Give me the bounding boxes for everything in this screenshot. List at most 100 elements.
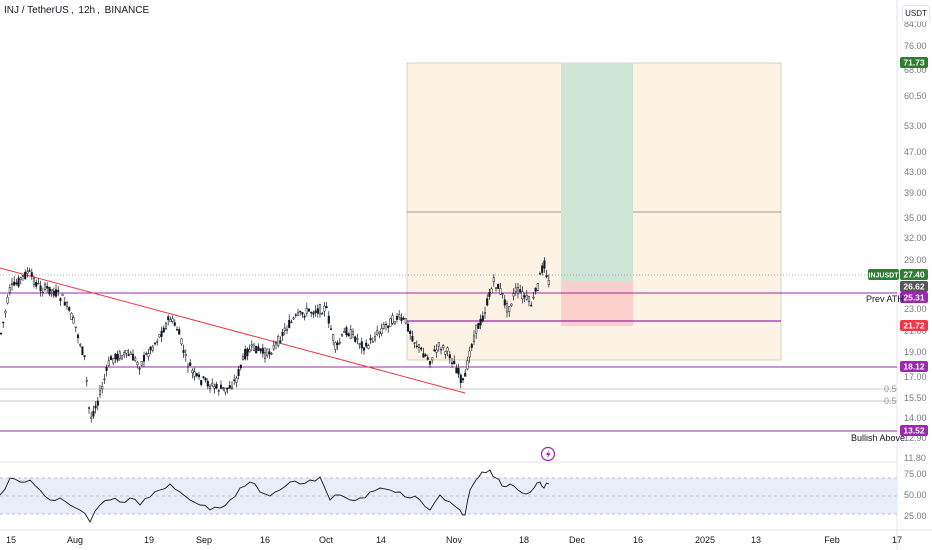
candle-body (433, 349, 436, 352)
price-tag-26-62: 26.62 (900, 281, 928, 292)
candle-body (413, 342, 416, 344)
candle-body (481, 315, 484, 322)
candle-body (470, 344, 473, 348)
candle-body (164, 322, 168, 329)
time-tick: 19 (144, 535, 154, 545)
candle-body (453, 360, 456, 365)
candle-body (39, 285, 42, 292)
lightning-icon[interactable] (540, 446, 556, 462)
candle-body (327, 315, 330, 324)
candle-body (19, 277, 22, 280)
candle-body (37, 282, 40, 285)
candle-body (272, 344, 275, 350)
candle-body (76, 334, 80, 339)
candle-body (52, 290, 55, 296)
candle-body (26, 271, 29, 274)
candle-body (371, 341, 374, 343)
candle-body (290, 321, 293, 324)
candle-body (404, 318, 407, 324)
candle-body (136, 362, 139, 365)
candle-body (316, 308, 319, 314)
candle-body (349, 329, 352, 339)
candle-body (244, 349, 247, 360)
candle-body (356, 338, 359, 340)
candle-body (499, 288, 502, 295)
candle-body (41, 291, 44, 294)
candle-body (459, 374, 462, 384)
candle-body (252, 343, 256, 351)
candle-body (138, 368, 141, 370)
candle-body (292, 317, 295, 320)
symbol-tag: INJUSDT (868, 269, 899, 280)
candle-body (211, 382, 214, 386)
candle-body (116, 354, 119, 361)
candle-body (129, 352, 132, 356)
candle-body (109, 356, 113, 361)
candle-body (279, 340, 282, 343)
candle-body (488, 292, 491, 297)
candle-body (189, 362, 192, 366)
candle-body (307, 308, 311, 312)
candle-body (391, 315, 394, 324)
candle-body (156, 341, 159, 343)
candle-body (530, 304, 533, 307)
interval-label: 12h (78, 5, 96, 16)
candle-body (197, 374, 201, 378)
price-tick: 32.00 (904, 233, 927, 243)
candle-body (142, 355, 146, 362)
svg-text:25.31: 25.31 (903, 293, 925, 303)
candle-body (415, 345, 418, 348)
candle-body (112, 358, 115, 364)
candle-body (224, 387, 227, 393)
candle-body (54, 289, 58, 297)
price-tick: 14.00 (904, 413, 927, 423)
candle-body (479, 318, 482, 326)
candle-body (46, 286, 49, 289)
candle-body (543, 260, 546, 269)
candle-body (222, 387, 225, 389)
bullish-above-label[interactable]: Bullish Above (851, 433, 905, 443)
candle-body (63, 301, 66, 306)
svg-text:26.62: 26.62 (903, 282, 925, 292)
candlestick-series[interactable] (0, 257, 550, 423)
price-tag-71-73: 71.73 (900, 57, 928, 68)
candle-body (61, 293, 64, 296)
candle-body (351, 331, 355, 335)
svg-text:21.72: 21.72 (903, 321, 925, 331)
candle-body (389, 318, 392, 327)
candle-body (505, 303, 509, 313)
price-tick: 17.00 (904, 372, 927, 382)
candle-body (538, 273, 542, 275)
time-axis[interactable]: 15 Aug 19 Sep 16 Oct 14 Nov 18 Dec 16 2025 13 Feb 17 (6, 535, 902, 545)
candle-body (472, 335, 476, 342)
candle-body (420, 347, 423, 350)
candle-body (30, 272, 33, 277)
candle-body (48, 286, 51, 295)
price-axis[interactable]: 84.00 76.00 68.00 60.50 53.00 47.00 43.00 39.00… (904, 19, 927, 463)
candle-body (90, 416, 93, 419)
candle-body (325, 306, 328, 308)
long-stop-zone[interactable] (561, 282, 633, 326)
candle-body (191, 369, 194, 374)
long-target-zone[interactable] (561, 63, 633, 282)
rsi-line[interactable] (0, 469, 550, 523)
candle-body (547, 280, 550, 285)
candle-body (406, 323, 410, 332)
candle-body (283, 327, 286, 331)
price-tick: 35.00 (904, 213, 927, 223)
candle-body (125, 350, 128, 354)
prev-ath-label[interactable]: Prev ATH (866, 294, 904, 304)
candle-body (457, 368, 460, 375)
candle-body (340, 333, 344, 337)
price-tick: 47.00 (904, 147, 927, 157)
time-tick: Aug (67, 535, 83, 545)
candle-body (508, 306, 511, 313)
candle-body (296, 312, 300, 316)
downtrend-line[interactable] (0, 267, 466, 394)
candle-body (435, 349, 438, 353)
svg-text:13.52: 13.52 (903, 426, 925, 436)
candle-body (228, 385, 231, 389)
currency-selector[interactable]: USDT (902, 5, 930, 22)
candle-body (314, 310, 317, 313)
